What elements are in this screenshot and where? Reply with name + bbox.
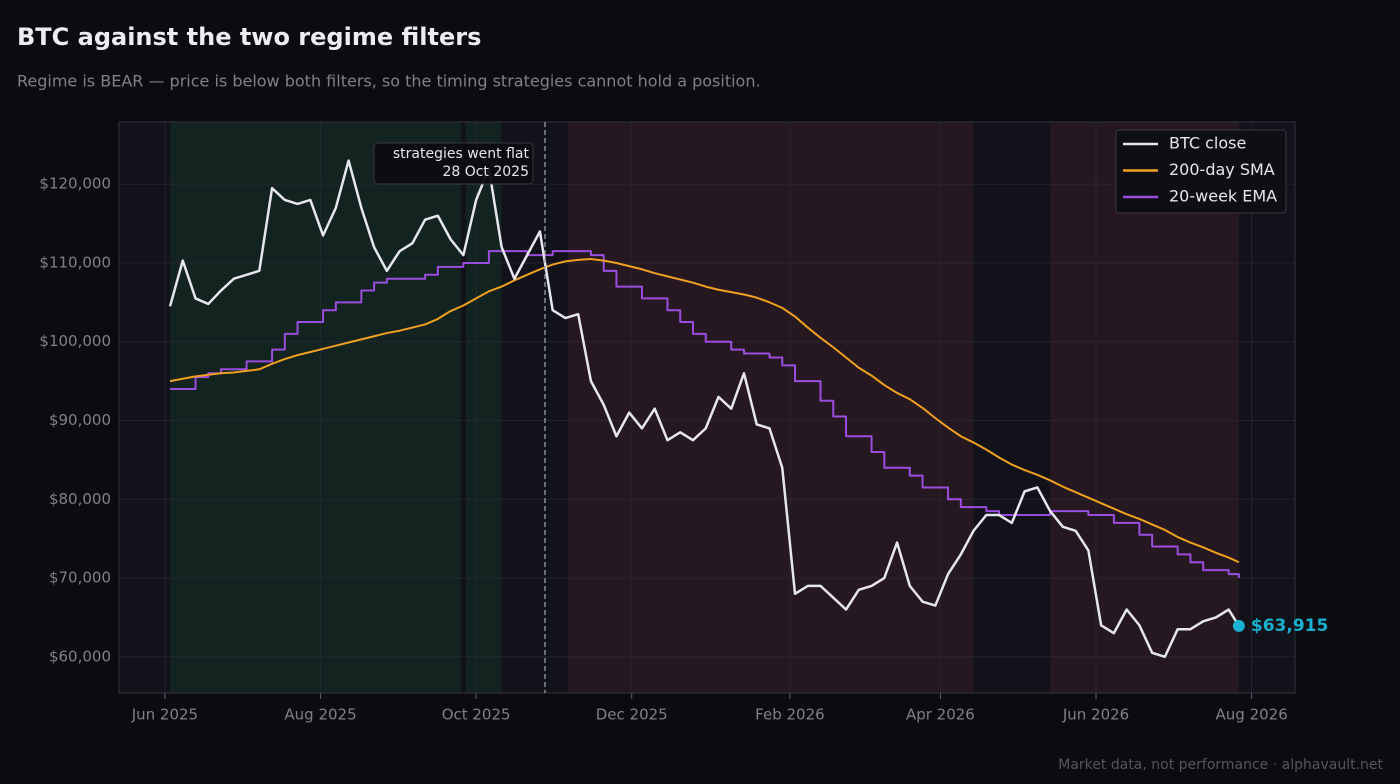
y-tick-label: $70,000 — [49, 569, 111, 587]
x-tick-label: Feb 2026 — [755, 706, 825, 724]
chart-title: BTC against the two regime filters — [17, 23, 481, 51]
regime-band — [1050, 122, 1239, 693]
y-tick-label: $90,000 — [49, 411, 111, 429]
y-tick-label: $110,000 — [39, 253, 111, 271]
y-tick-label: $80,000 — [49, 490, 111, 508]
legend-label: 200-day SMA — [1169, 160, 1275, 179]
annotation-box — [373, 142, 534, 185]
y-tick-label: $120,000 — [39, 175, 111, 193]
x-tick-label: Oct 2025 — [442, 706, 511, 724]
x-tick-label: Aug 2025 — [284, 706, 356, 724]
y-tick-label: $100,000 — [39, 332, 111, 350]
regime-band — [567, 122, 974, 693]
series-line — [170, 250, 1240, 579]
y-tick-label: $60,000 — [49, 647, 111, 665]
x-tick-label: Apr 2026 — [906, 706, 975, 724]
x-tick-label: Dec 2025 — [596, 706, 668, 724]
series-line — [168, 159, 1240, 659]
regime-band — [170, 122, 461, 693]
plot-frame — [118, 121, 1296, 694]
annotation-date: 28 Oct 2025 — [442, 164, 529, 180]
x-tick-label: Aug 2026 — [1216, 706, 1288, 724]
legend-label: 20-week EMA — [1169, 187, 1277, 206]
last-price-dot — [1232, 619, 1245, 632]
x-tick-label: Jun 2026 — [1062, 706, 1129, 724]
series-line — [169, 258, 1240, 564]
x-tick-label: Jun 2025 — [131, 706, 198, 724]
chart-subtitle: Regime is BEAR — price is below both fil… — [17, 72, 761, 91]
last-price-label: $63,915 — [1251, 616, 1328, 636]
footer: Market data, not performance · alphavaul… — [1058, 757, 1383, 773]
legend-box — [1115, 129, 1287, 214]
legend-label: BTC close — [1169, 134, 1246, 153]
annotation-text: strategies went flat — [393, 146, 530, 162]
